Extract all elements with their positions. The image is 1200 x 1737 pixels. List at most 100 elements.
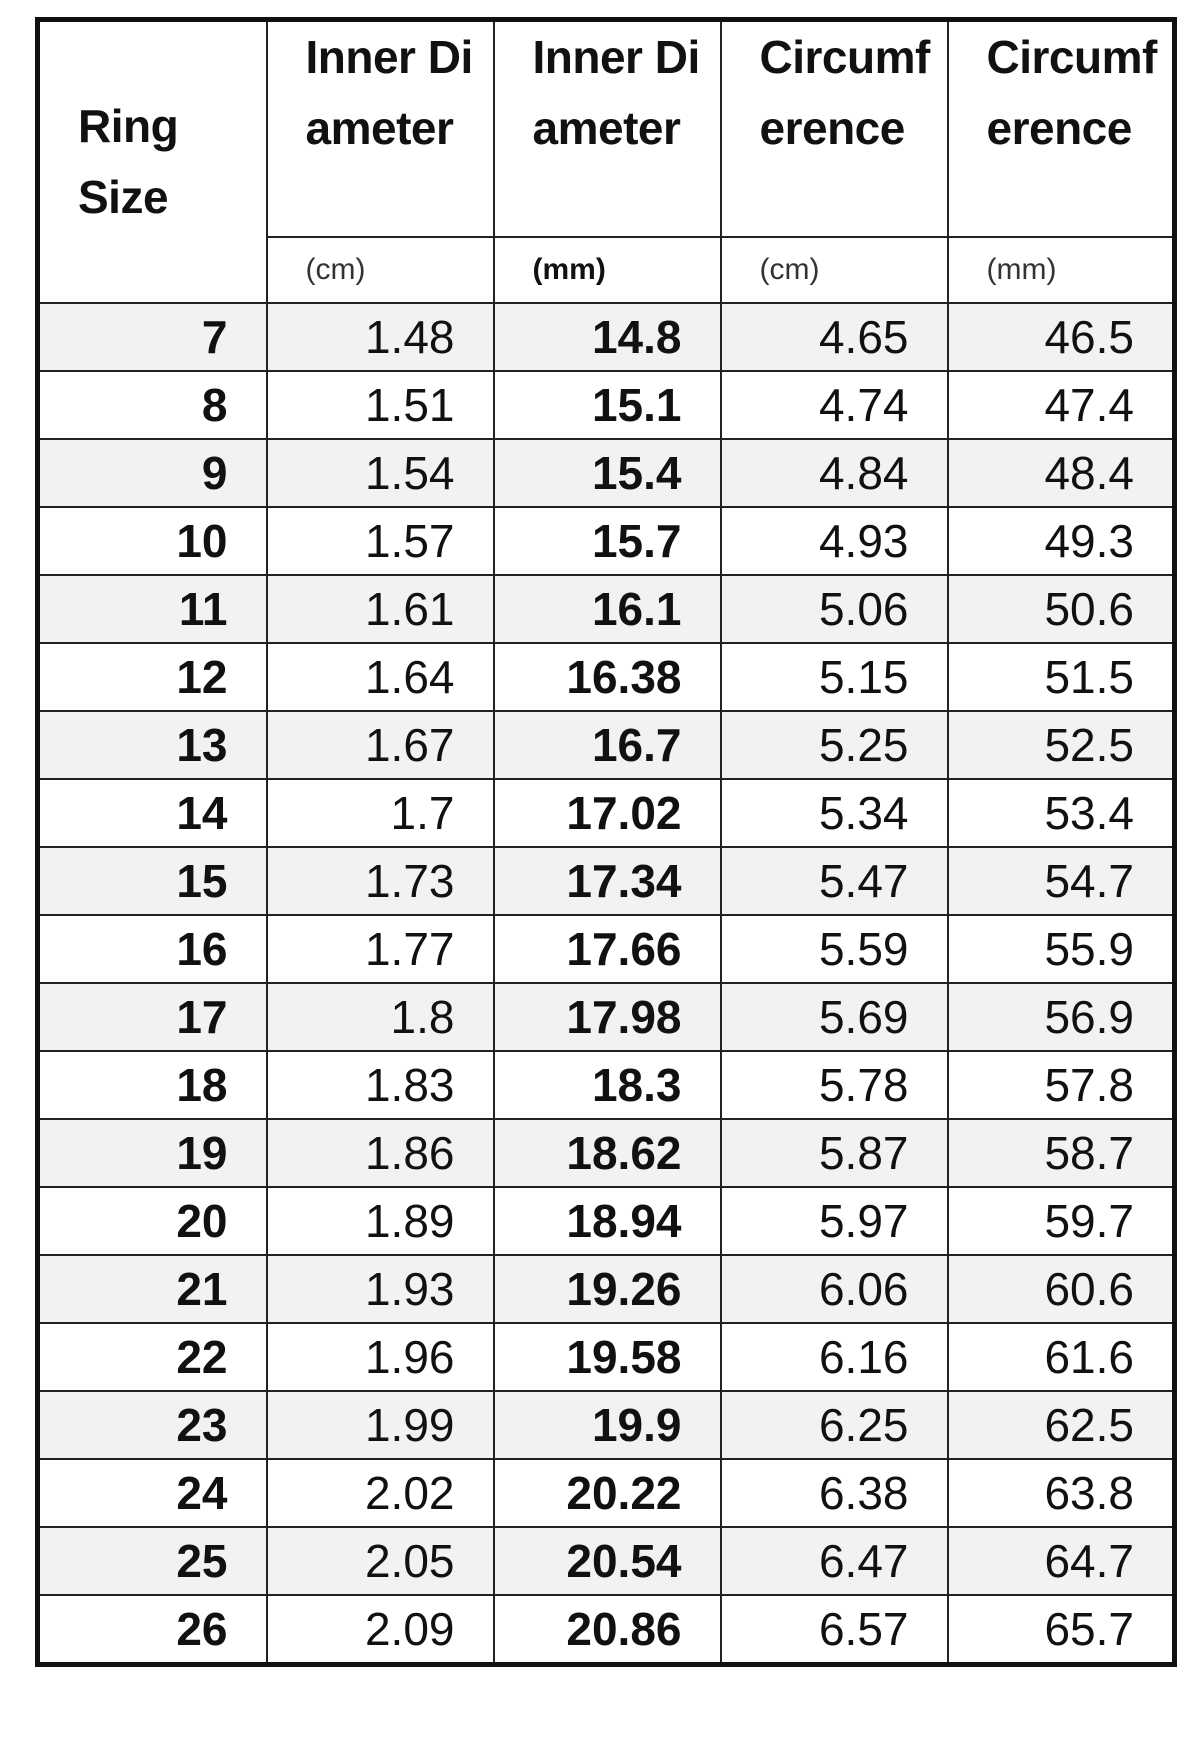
cell-circumference-cm: 5.06 bbox=[719, 574, 949, 644]
cell-inner-diameter-mm: 20.54 bbox=[492, 1526, 722, 1596]
unit-label: (mm) bbox=[492, 236, 722, 304]
header-circumference-mm: Circumference bbox=[946, 18, 1176, 238]
cell-inner-diameter-cm: 1.99 bbox=[265, 1390, 495, 1460]
cell-circumference-cm: 5.97 bbox=[719, 1186, 949, 1256]
cell-inner-diameter-cm: 1.61 bbox=[265, 574, 495, 644]
cell-circumference-mm: 61.6 bbox=[946, 1322, 1176, 1392]
cell-circumference-cm: 5.87 bbox=[719, 1118, 949, 1188]
cell-ring-size: 25 bbox=[36, 1526, 268, 1596]
cell-inner-diameter-mm: 17.34 bbox=[492, 846, 722, 916]
cell-ring-size: 9 bbox=[36, 438, 268, 508]
cell-circumference-mm: 60.6 bbox=[946, 1254, 1176, 1324]
cell-inner-diameter-cm: 1.51 bbox=[265, 370, 495, 440]
cell-circumference-mm: 49.3 bbox=[946, 506, 1176, 576]
cell-circumference-cm: 6.06 bbox=[719, 1254, 949, 1324]
cell-ring-size: 17 bbox=[36, 982, 268, 1052]
cell-circumference-cm: 6.38 bbox=[719, 1458, 949, 1528]
cell-circumference-cm: 5.78 bbox=[719, 1050, 949, 1120]
cell-circumference-cm: 6.25 bbox=[719, 1390, 949, 1460]
cell-circumference-mm: 64.7 bbox=[946, 1526, 1176, 1596]
cell-ring-size: 15 bbox=[36, 846, 268, 916]
cell-circumference-mm: 62.5 bbox=[946, 1390, 1176, 1460]
cell-inner-diameter-mm: 15.1 bbox=[492, 370, 722, 440]
table-row: 13 1.67 16.7 5.25 52.5 bbox=[36, 710, 1176, 780]
cell-inner-diameter-mm: 18.62 bbox=[492, 1118, 722, 1188]
table-row: 23 1.99 19.9 6.25 62.5 bbox=[36, 1390, 1176, 1460]
cell-circumference-cm: 4.74 bbox=[719, 370, 949, 440]
cell-circumference-mm: 58.7 bbox=[946, 1118, 1176, 1188]
cell-circumference-cm: 5.47 bbox=[719, 846, 949, 916]
cell-inner-diameter-cm: 1.64 bbox=[265, 642, 495, 712]
cell-ring-size: 16 bbox=[36, 914, 268, 984]
cell-inner-diameter-mm: 15.7 bbox=[492, 506, 722, 576]
cell-circumference-cm: 5.15 bbox=[719, 642, 949, 712]
cell-circumference-mm: 65.7 bbox=[946, 1594, 1176, 1666]
cell-inner-diameter-mm: 19.26 bbox=[492, 1254, 722, 1324]
cell-circumference-mm: 47.4 bbox=[946, 370, 1176, 440]
cell-inner-diameter-cm: 2.05 bbox=[265, 1526, 495, 1596]
cell-ring-size: 7 bbox=[36, 302, 268, 372]
cell-circumference-cm: 4.93 bbox=[719, 506, 949, 576]
table-row: 8 1.51 15.1 4.74 47.4 bbox=[36, 370, 1176, 440]
cell-ring-size: 26 bbox=[36, 1594, 268, 1666]
cell-circumference-cm: 5.34 bbox=[719, 778, 949, 848]
ring-size-table: Ring Size Inner Diameter Inner Diameter … bbox=[35, 17, 1177, 1667]
table-row: 19 1.86 18.62 5.87 58.7 bbox=[36, 1118, 1176, 1188]
table-row: 15 1.73 17.34 5.47 54.7 bbox=[36, 846, 1176, 916]
cell-ring-size: 20 bbox=[36, 1186, 268, 1256]
cell-ring-size: 14 bbox=[36, 778, 268, 848]
cell-ring-size: 23 bbox=[36, 1390, 268, 1460]
cell-circumference-mm: 56.9 bbox=[946, 982, 1176, 1052]
cell-inner-diameter-cm: 1.83 bbox=[265, 1050, 495, 1120]
cell-ring-size: 22 bbox=[36, 1322, 268, 1392]
cell-circumference-mm: 54.7 bbox=[946, 846, 1176, 916]
unit-label: (cm) bbox=[719, 236, 949, 304]
table-row: 9 1.54 15.4 4.84 48.4 bbox=[36, 438, 1176, 508]
cell-inner-diameter-cm: 1.77 bbox=[265, 914, 495, 984]
cell-inner-diameter-cm: 2.02 bbox=[265, 1458, 495, 1528]
table-row: 10 1.57 15.7 4.93 49.3 bbox=[36, 506, 1176, 576]
cell-inner-diameter-cm: 1.54 bbox=[265, 438, 495, 508]
cell-inner-diameter-cm: 1.48 bbox=[265, 302, 495, 372]
table-row: 12 1.64 16.38 5.15 51.5 bbox=[36, 642, 1176, 712]
table-row: 14 1.7 17.02 5.34 53.4 bbox=[36, 778, 1176, 848]
cell-inner-diameter-mm: 17.02 bbox=[492, 778, 722, 848]
header-ring-size: Ring Size bbox=[36, 18, 268, 304]
cell-inner-diameter-cm: 1.57 bbox=[265, 506, 495, 576]
table-row: 22 1.96 19.58 6.16 61.6 bbox=[36, 1322, 1176, 1392]
cell-inner-diameter-cm: 1.89 bbox=[265, 1186, 495, 1256]
cell-circumference-cm: 6.57 bbox=[719, 1594, 949, 1666]
cell-circumference-mm: 57.8 bbox=[946, 1050, 1176, 1120]
cell-ring-size: 8 bbox=[36, 370, 268, 440]
cell-inner-diameter-mm: 20.86 bbox=[492, 1594, 722, 1666]
cell-circumference-mm: 59.7 bbox=[946, 1186, 1176, 1256]
table-row: 25 2.05 20.54 6.47 64.7 bbox=[36, 1526, 1176, 1596]
cell-circumference-cm: 5.25 bbox=[719, 710, 949, 780]
header-inner-diameter-mm: Inner Diameter bbox=[492, 18, 722, 238]
cell-inner-diameter-cm: 1.96 bbox=[265, 1322, 495, 1392]
cell-inner-diameter-mm: 16.38 bbox=[492, 642, 722, 712]
cell-inner-diameter-mm: 19.58 bbox=[492, 1322, 722, 1392]
cell-inner-diameter-cm: 1.93 bbox=[265, 1254, 495, 1324]
cell-ring-size: 24 bbox=[36, 1458, 268, 1528]
cell-inner-diameter-cm: 1.8 bbox=[265, 982, 495, 1052]
table-row: 20 1.89 18.94 5.97 59.7 bbox=[36, 1186, 1176, 1256]
cell-circumference-mm: 46.5 bbox=[946, 302, 1176, 372]
cell-circumference-cm: 6.47 bbox=[719, 1526, 949, 1596]
table-row: 11 1.61 16.1 5.06 50.6 bbox=[36, 574, 1176, 644]
cell-circumference-mm: 55.9 bbox=[946, 914, 1176, 984]
cell-circumference-mm: 53.4 bbox=[946, 778, 1176, 848]
header-circumference-cm: Circumference bbox=[719, 18, 949, 238]
unit-label: (mm) bbox=[946, 236, 1176, 304]
cell-circumference-mm: 63.8 bbox=[946, 1458, 1176, 1528]
cell-circumference-cm: 4.84 bbox=[719, 438, 949, 508]
cell-inner-diameter-mm: 17.66 bbox=[492, 914, 722, 984]
cell-circumference-cm: 5.69 bbox=[719, 982, 949, 1052]
header-inner-diameter-cm: Inner Diameter bbox=[265, 18, 495, 238]
cell-inner-diameter-cm: 1.7 bbox=[265, 778, 495, 848]
cell-ring-size: 13 bbox=[36, 710, 268, 780]
table-row: 26 2.09 20.86 6.57 65.7 bbox=[36, 1594, 1176, 1666]
unit-label: (cm) bbox=[265, 236, 495, 304]
cell-inner-diameter-cm: 1.73 bbox=[265, 846, 495, 916]
cell-circumference-cm: 6.16 bbox=[719, 1322, 949, 1392]
